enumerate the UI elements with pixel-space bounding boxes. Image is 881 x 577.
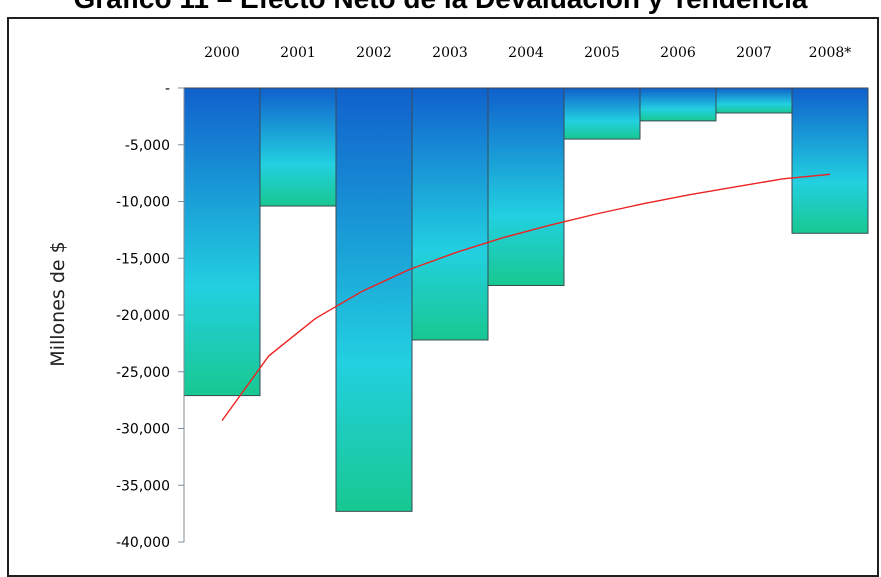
x-tick-label: 2000 — [204, 45, 240, 61]
y-tick-label: -40,000 — [116, 535, 170, 551]
x-tick-label: 2002 — [356, 45, 392, 61]
bar-2005 — [563, 87, 641, 140]
y-tick-label: -30,000 — [116, 422, 170, 438]
bar-2006 — [639, 87, 717, 122]
bar-chart: - -5,000 -10,000 -15,000 -20,000 -25,000 -30,0… — [47, 45, 869, 551]
y-tick-label: -25,000 — [116, 365, 170, 381]
bar-2008p — [791, 87, 869, 234]
bar-2001 — [259, 87, 337, 207]
y-tick-label: -35,000 — [116, 478, 170, 494]
plot-area: - -5,000 -10,000 -15,000 -20,000 -25,000 -30,0… — [116, 45, 869, 551]
chart-title: Gráfico 11 – Efecto Neto de la Devaluaci… — [0, 0, 881, 17]
x-tick-label: 2001 — [280, 45, 316, 61]
x-tick-label: 2007 — [736, 45, 772, 61]
y-tick-label: - — [165, 81, 170, 97]
y-tick-label: -10,000 — [116, 195, 170, 211]
y-tick-label: -20,000 — [116, 308, 170, 324]
bar-2003 — [411, 87, 489, 341]
y-tick-label: -15,000 — [116, 251, 170, 267]
chart-frame: - -5,000 -10,000 -15,000 -20,000 -25,000 -30,0… — [7, 17, 879, 577]
x-tick-label: 2003 — [432, 45, 468, 61]
y-axis-label: Millones de $ — [47, 241, 69, 366]
trend-line — [221, 173, 831, 422]
bar-2004 — [487, 87, 565, 286]
bar-2007 — [715, 87, 793, 114]
x-tick-label: 2005 — [584, 45, 620, 61]
x-tick-label: 2008* — [809, 45, 852, 61]
x-tick-label: 2006 — [660, 45, 696, 61]
y-tick-label: -5,000 — [125, 138, 170, 154]
x-tick-label: 2004 — [508, 45, 544, 61]
bar-2000 — [183, 87, 261, 397]
